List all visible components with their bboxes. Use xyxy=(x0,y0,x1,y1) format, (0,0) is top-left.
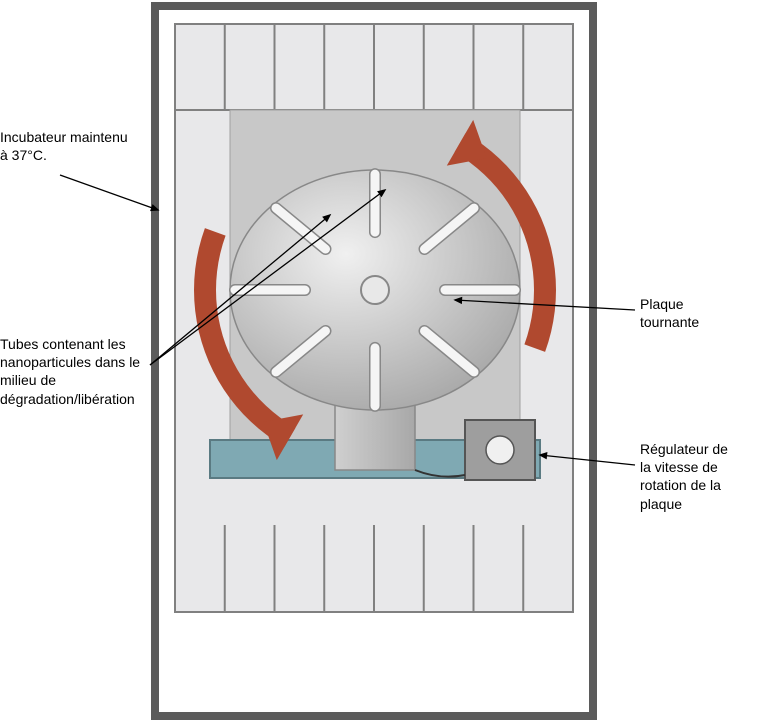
pointer-incubator xyxy=(60,175,158,210)
label-tubes: Tubes contenant lesnanoparticules dans l… xyxy=(0,335,140,408)
label-plate: Plaquetournante xyxy=(640,295,699,331)
label-incubator: Incubateur maintenuà 37°C. xyxy=(0,128,128,164)
label-regulator: Régulateur dela vitesse derotation de la… xyxy=(640,440,728,513)
hub xyxy=(361,276,389,304)
dial-icon xyxy=(486,436,514,464)
